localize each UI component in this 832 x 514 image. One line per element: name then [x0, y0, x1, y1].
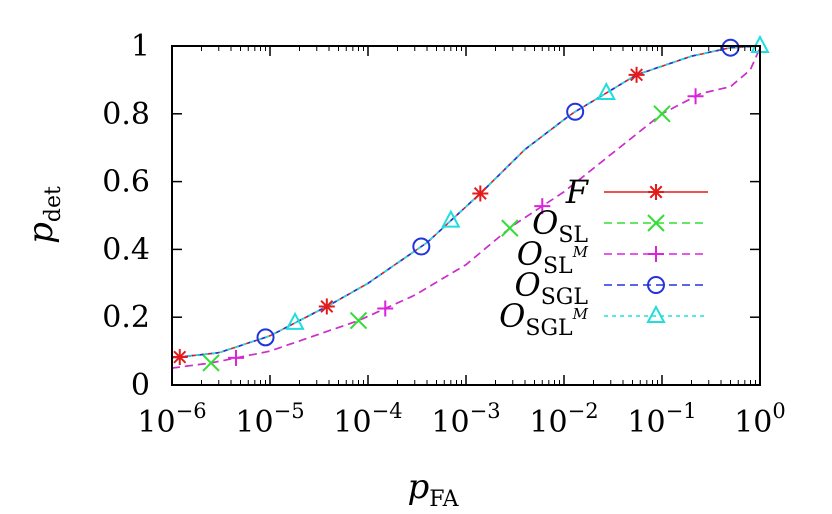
series-2-marker	[349, 311, 368, 330]
series-5-marker	[441, 209, 461, 228]
legend-label-sub: SGL	[525, 316, 573, 341]
series-1-marker	[171, 349, 188, 366]
series-2-marker	[653, 105, 671, 123]
x-tick-label-base: 10	[235, 405, 273, 440]
x-tick-label: 10−2	[529, 399, 598, 440]
series-3-marker	[687, 88, 704, 105]
legend-label-base: O	[515, 266, 541, 304]
legend-label-2: OSL	[532, 204, 588, 248]
legend-label-base: O	[499, 297, 525, 335]
x-tick-label: 10−6	[137, 399, 206, 440]
legend-label-base: O	[517, 235, 543, 273]
marker-stroke	[647, 214, 665, 232]
series-1-marker	[628, 66, 645, 83]
x-tick-label: 10−4	[333, 399, 402, 440]
series-2-marker	[501, 219, 519, 237]
x-tick-label-exp: 0	[772, 399, 785, 423]
legend-label-5: OSGLM	[499, 297, 589, 341]
y-tick-labels: 0 0.2 0.4 0.6 0.8 1	[102, 29, 150, 403]
x-tick-label-exp: −5	[274, 399, 305, 423]
y-tick-label: 0.2	[102, 300, 150, 335]
series-3-marker	[228, 349, 245, 366]
marker-stroke	[202, 354, 220, 372]
x-tick-label-base: 10	[627, 405, 665, 440]
x-tick-label: 100	[734, 399, 786, 440]
y-tick-label: 0.6	[102, 165, 150, 200]
legend-marker-2	[647, 214, 665, 232]
legend-label-base: O	[532, 204, 558, 242]
x-tick-labels: 10−6 10−5 10−4 10−3 10−2 10−1 100	[137, 399, 785, 440]
x-tick-label: 10−5	[235, 399, 304, 440]
series-3-marker	[377, 300, 394, 317]
legend-label-1: F	[565, 173, 590, 211]
legend-label-4: OSGL	[515, 266, 589, 310]
series-2-marker	[202, 354, 220, 372]
series-5-marker	[596, 81, 616, 101]
series-line-1	[171, 45, 761, 359]
x-axis-label-base: p	[407, 467, 429, 507]
legend-marker-1	[648, 184, 664, 200]
x-tick-label-exp: −2	[568, 399, 599, 423]
series-4-marker	[256, 328, 275, 347]
x-axis-label-sub: FA	[429, 487, 459, 512]
legend-label-3: OSLM	[517, 235, 589, 279]
y-tick-label: 0.8	[102, 97, 150, 132]
x-axis-label: pFA	[407, 467, 459, 512]
series-5-marker	[285, 311, 305, 330]
legend-label-sup: M	[572, 305, 589, 323]
x-tick-label-base: 10	[529, 405, 567, 440]
x-tick-label-exp: −3	[470, 399, 501, 423]
legend-label-sub: SGL	[541, 285, 589, 310]
marker-stroke	[501, 219, 519, 237]
series-line-2	[171, 47, 761, 369]
legend-label-base: F	[565, 173, 590, 211]
y-axis-label: pdet	[21, 186, 66, 244]
plot-frame	[171, 45, 761, 386]
x-tick-label: 10−3	[431, 399, 500, 440]
marker-stroke	[630, 68, 644, 82]
y-tick-label: 0	[131, 368, 150, 403]
x-tick-label-base: 10	[333, 405, 371, 440]
x-tick-label: 10−1	[627, 399, 696, 440]
x-tick-label-exp: −4	[372, 399, 403, 423]
y-tick-label: 0.4	[102, 232, 150, 267]
legend-label-sub: SL	[543, 254, 573, 279]
series-1-marker	[318, 298, 335, 315]
x-tick-label-base: 10	[431, 405, 469, 440]
x-tick-label-base: 10	[734, 405, 772, 440]
marker-stroke	[320, 299, 334, 313]
series-line-4	[171, 45, 761, 359]
y-tick-label: 1	[131, 29, 150, 64]
x-tick-label-base: 10	[137, 405, 175, 440]
series-curves	[171, 45, 761, 369]
legend-label-sup: M	[572, 243, 589, 261]
x-tick-label-exp: −1	[666, 399, 697, 423]
series-4-marker	[566, 102, 585, 121]
legend-marker-5	[646, 304, 666, 323]
series-4-marker	[412, 237, 431, 256]
legend-marker-3	[648, 246, 664, 262]
marker-stroke	[349, 311, 368, 330]
y-axis-label-base: p	[21, 222, 61, 244]
marker-stroke	[649, 185, 663, 199]
marker-stroke	[653, 105, 671, 123]
marker-stroke	[173, 350, 187, 364]
series-line-5	[171, 45, 761, 359]
series-3-marker	[534, 198, 551, 215]
axis-ticks	[171, 45, 761, 386]
legend-label-sub: SL	[558, 223, 588, 248]
series-1-marker	[472, 185, 489, 202]
x-tick-label-exp: −6	[176, 399, 207, 423]
marker-stroke	[473, 186, 487, 200]
series-line-3	[171, 47, 761, 369]
legend-marker-4	[647, 276, 665, 294]
y-axis-label-sub: det	[41, 186, 66, 222]
